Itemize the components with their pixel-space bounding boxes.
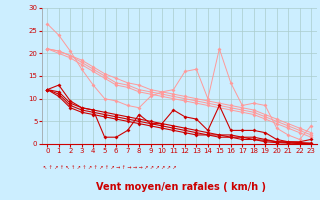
Text: ↖ ↑ ↗ ↑ ↖ ↑ ↗ ↑ ↗ ↑ ↗ ↑ ↗ → ↑ → → → ↗ ↗ ↗ ↗ ↗ ↗: ↖ ↑ ↗ ↑ ↖ ↑ ↗ ↑ ↗ ↑ ↗ ↑ ↗ → ↑ → → → ↗ ↗ …: [43, 164, 177, 170]
Text: Vent moyen/en rafales ( km/h ): Vent moyen/en rafales ( km/h ): [96, 182, 266, 192]
